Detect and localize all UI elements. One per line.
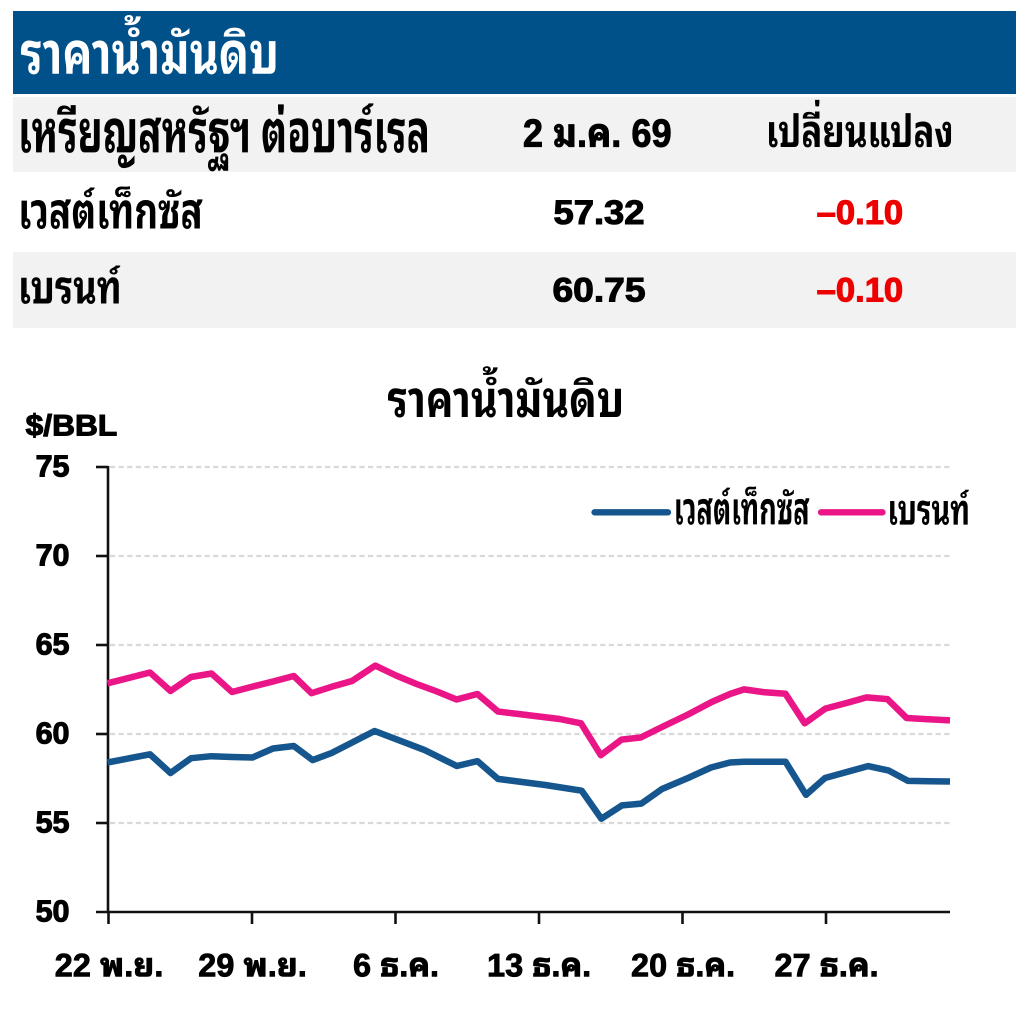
svg-text:75: 75 <box>36 449 70 483</box>
svg-text:–0.10: –0.10 <box>817 271 904 309</box>
svg-text:60.75: 60.75 <box>553 271 646 309</box>
svg-text:50: 50 <box>36 894 70 928</box>
svg-text:57.32: 57.32 <box>554 194 645 232</box>
svg-text:70: 70 <box>36 538 70 572</box>
svg-text:65: 65 <box>36 627 70 661</box>
svg-text:$/BBL: $/BBL <box>26 409 118 442</box>
svg-text:55: 55 <box>36 805 70 839</box>
svg-text:–0.10: –0.10 <box>817 194 904 232</box>
svg-text:60: 60 <box>36 716 70 750</box>
